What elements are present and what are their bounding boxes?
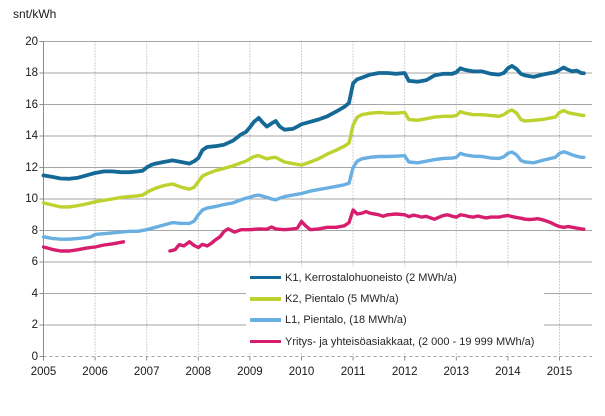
y-tick-label: 4 <box>31 287 38 300</box>
y-tick-label: 6 <box>31 256 38 268</box>
legend-item-yritys: Yritys- ja yhteisöasiakkaat, (2 000 - 19… <box>250 331 534 352</box>
legend-item-k1: K1, Kerrostalohuoneisto (2 MWh/a) <box>250 267 534 288</box>
legend-label: L1, Pientalo, (18 MWh/a) <box>285 314 407 327</box>
y-tick-label: 20 <box>25 35 38 48</box>
series-line-yritys <box>168 208 586 253</box>
x-tick-label: 2015 <box>546 366 573 378</box>
x-tick-label: 2012 <box>391 366 418 378</box>
legend-line-icon <box>250 297 281 301</box>
legend-item-l1: L1, Pientalo, (18 MWh/a) <box>250 310 534 331</box>
y-tick-label: 18 <box>25 67 38 79</box>
series-line-k1 <box>41 64 586 181</box>
legend-line-icon <box>250 318 281 322</box>
x-tick-label: 2006 <box>82 366 108 378</box>
series-line-yritys <box>41 240 126 253</box>
x-tick-label: 2010 <box>288 366 315 378</box>
legend-label: K1, Kerrostalohuoneisto (2 MWh/a) <box>285 271 457 284</box>
y-tick-label: 8 <box>31 224 38 237</box>
y-tick-label: 16 <box>25 98 38 111</box>
x-tick-label: 2013 <box>443 366 470 378</box>
series-line-l1 <box>41 150 586 241</box>
legend-label: K2, Pientalo (5 MWh/a) <box>285 292 399 305</box>
y-tick-label: 2 <box>31 319 38 331</box>
y-tick-label: 12 <box>25 161 38 174</box>
chart-legend: K1, Kerrostalohuoneisto (2 MWh/a) K2, Pie… <box>246 267 545 353</box>
legend-label: Yritys- ja yhteisöasiakkaat, (2 000 - 19… <box>285 335 535 348</box>
y-tick-label: 14 <box>25 130 38 142</box>
legend-line-icon <box>250 275 281 280</box>
legend-line-icon <box>250 339 281 344</box>
x-tick-label: 2005 <box>30 366 57 378</box>
x-tick-label: 2009 <box>237 366 263 378</box>
x-tick-label: 2007 <box>133 366 160 378</box>
x-tick-label: 2008 <box>185 366 212 378</box>
legend-item-k2: K2, Pientalo (5 MWh/a) <box>250 288 534 309</box>
series-line-k2 <box>41 108 586 209</box>
y-tick-label: 0 <box>31 350 38 363</box>
x-tick-label: 2014 <box>495 366 521 378</box>
x-tick-label: 2011 <box>340 366 366 378</box>
y-axis-unit-label: snt/kWh <box>13 7 57 21</box>
y-tick-label: 10 <box>25 193 38 205</box>
